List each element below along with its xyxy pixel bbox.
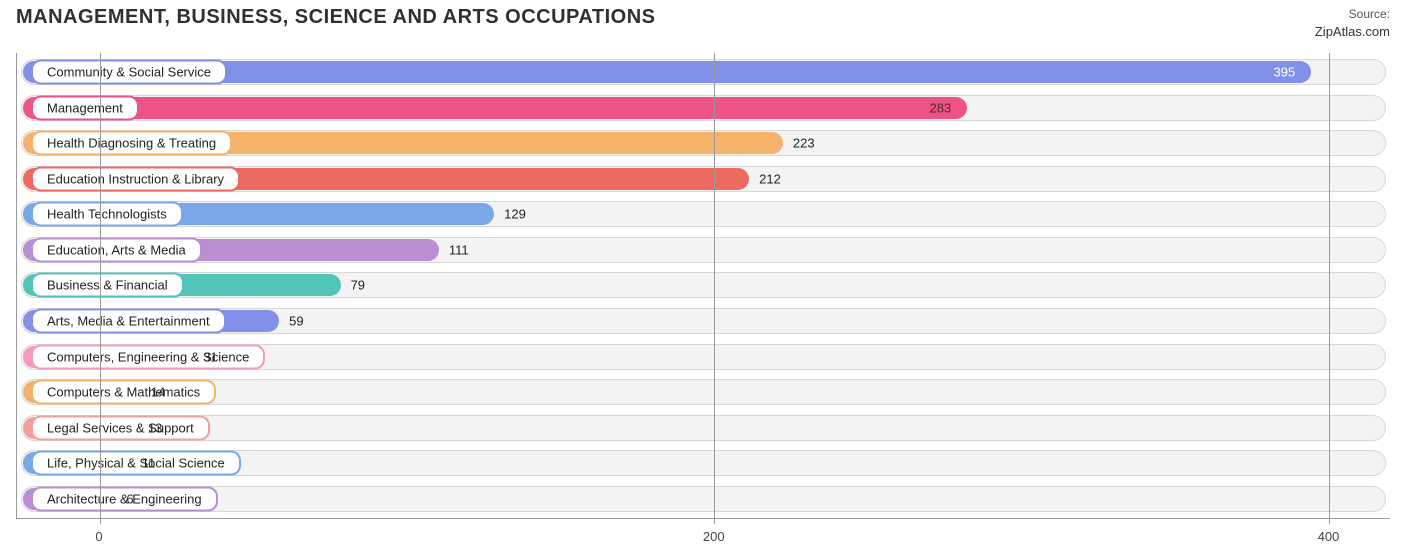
bar-row: Architecture & Engineering6 — [17, 484, 1390, 514]
bar-row: Management 283 — [17, 93, 1390, 123]
x-tick-label: 200 — [703, 529, 725, 544]
chart-area: Community & Social Service 395 Management 2… — [16, 53, 1390, 549]
bar-value-label: 129 — [504, 207, 526, 222]
bar-row: Legal Services & Support13 — [17, 413, 1390, 443]
bar-value-label: 13 — [148, 420, 162, 435]
bar-label-pill: Education Instruction & Library — [31, 166, 240, 191]
bar-row: Business & Financial 79 — [17, 270, 1390, 300]
bar-row: Health Technologists 129 — [17, 199, 1390, 229]
bar-track — [21, 486, 1386, 512]
source-label: Source: — [1315, 6, 1390, 23]
bar-value-label: 395 — [1274, 64, 1296, 79]
bar-label-pill: Computers, Engineering & Science — [31, 344, 265, 369]
bar-row: Health Diagnosing & Treating 223 — [17, 128, 1390, 158]
bar-value-label: 223 — [793, 136, 815, 151]
chart-title: MANAGEMENT, BUSINESS, SCIENCE AND ARTS O… — [16, 6, 655, 29]
bar-row: Education, Arts & Media 111 — [17, 235, 1390, 265]
bar-value-label: 79 — [351, 278, 365, 293]
bar-label-pill: Architecture & Engineering — [31, 486, 218, 511]
bar-label-pill: Management — [31, 95, 139, 120]
bar-value-label: 283 — [930, 100, 952, 115]
bar-row: Community & Social Service 395 — [17, 57, 1390, 87]
x-axis: 0 200 400 — [16, 525, 1390, 549]
bar-label-pill: Life, Physical & Social Science — [31, 451, 241, 476]
bar-row: Computers, Engineering & Science31 — [17, 342, 1390, 372]
bar-label-pill: Health Diagnosing & Treating — [31, 131, 232, 156]
bar-track — [21, 379, 1386, 405]
bar-value-label: 111 — [449, 242, 469, 257]
bar-row: Arts, Media & Entertainment 59 — [17, 306, 1390, 336]
bar-value-label: 31 — [203, 349, 217, 364]
bar-row: Life, Physical & Social Science11 — [17, 448, 1390, 478]
bar-row: Education Instruction & Library 212 — [17, 164, 1390, 194]
gridline — [100, 53, 101, 524]
bar-value-label: 59 — [289, 314, 303, 329]
bar-label-pill: Arts, Media & Entertainment — [31, 309, 226, 334]
bar-value-label: 14 — [151, 385, 165, 400]
chart-header: MANAGEMENT, BUSINESS, SCIENCE AND ARTS O… — [0, 0, 1406, 45]
gridline — [1329, 53, 1330, 524]
gridline — [714, 53, 715, 524]
bar-label-pill: Education, Arts & Media — [31, 237, 202, 262]
bar-label-pill: Community & Social Service — [31, 59, 227, 84]
bar-row: Computers & Mathematics14 — [17, 377, 1390, 407]
bars-container: Community & Social Service 395 Management 2… — [17, 57, 1390, 514]
bar-track — [21, 415, 1386, 441]
source-domain: ZipAtlas.com — [1315, 23, 1390, 41]
plot-region: Community & Social Service 395 Management 2… — [16, 53, 1390, 519]
bar-value-label: 11 — [142, 456, 156, 471]
bar-label-pill: Legal Services & Support — [31, 415, 210, 440]
x-tick-label: 0 — [95, 529, 102, 544]
bar-fill — [23, 97, 967, 119]
bar-value-label: 6 — [126, 491, 133, 506]
bar-label-pill: Health Technologists — [31, 202, 183, 227]
source-attribution: Source: ZipAtlas.com — [1315, 6, 1390, 41]
bar-value-label: 212 — [759, 171, 781, 186]
x-tick-label: 400 — [1318, 529, 1340, 544]
bar-label-pill: Business & Financial — [31, 273, 184, 298]
bar-label-pill: Computers & Mathematics — [31, 380, 216, 405]
